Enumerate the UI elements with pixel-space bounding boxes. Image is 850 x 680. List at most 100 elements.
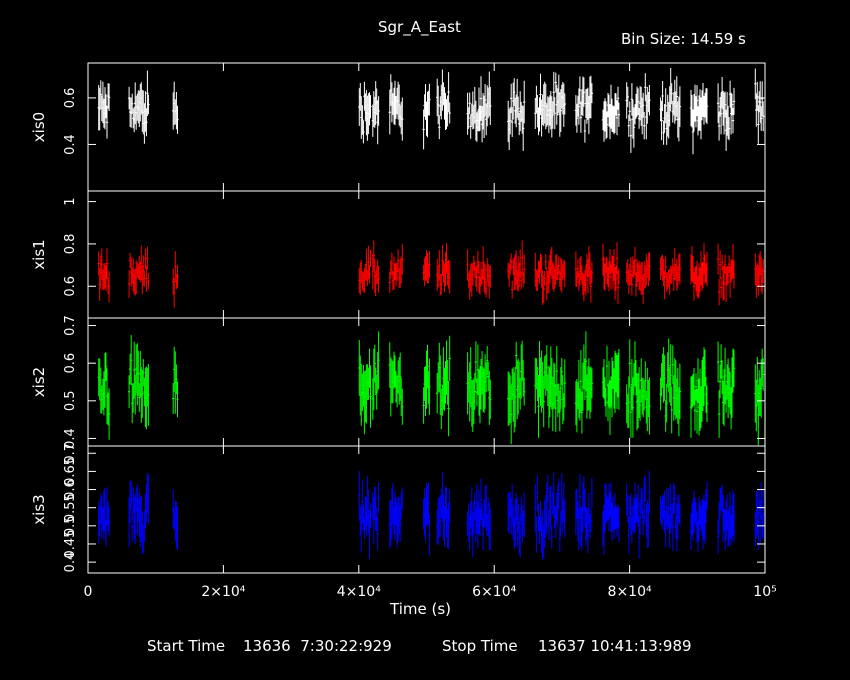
data-point-xis0 [662, 120, 665, 145]
data-point-xis2 [485, 362, 488, 393]
data-point-xis0 [575, 103, 579, 133]
data-point-xis1 [428, 251, 431, 278]
data-point-xis3 [130, 480, 133, 510]
data-point-xis2 [554, 384, 557, 433]
data-point-xis2 [762, 358, 765, 391]
data-point-xis0 [723, 91, 727, 118]
data-point-xis1 [584, 264, 588, 296]
data-point-xis2 [422, 387, 425, 424]
data-point-xis0 [377, 96, 380, 126]
data-point-xis2 [590, 368, 594, 399]
data-point-xis2 [130, 335, 133, 386]
data-point-xis0 [756, 81, 759, 111]
data-point-xis2 [141, 369, 144, 418]
data-point-xis3 [447, 502, 450, 549]
data-point-xis2 [563, 359, 566, 407]
data-point-xis3 [519, 513, 522, 558]
data-point-xis0 [643, 111, 646, 140]
data-point-xis2 [523, 377, 526, 406]
y-tick-label-xis0: 0.6 [63, 88, 78, 109]
series-xis1 [97, 240, 765, 308]
data-point-xis3 [368, 510, 371, 559]
data-point-xis3 [127, 497, 131, 548]
data-point-xis0 [147, 94, 150, 115]
data-point-xis3 [427, 482, 430, 525]
data-point-xis1 [544, 254, 547, 270]
data-point-xis0 [664, 88, 667, 124]
data-point-xis2 [558, 390, 561, 432]
data-point-xis3 [550, 525, 553, 549]
data-point-xis3 [559, 511, 562, 537]
data-point-xis3 [586, 509, 590, 553]
data-point-xis3 [468, 515, 471, 551]
data-point-xis1 [692, 272, 696, 301]
data-point-xis3 [667, 487, 670, 529]
data-point-xis2 [377, 331, 380, 390]
data-point-xis3 [147, 474, 150, 525]
data-point-xis2 [665, 383, 668, 423]
data-point-xis3 [644, 475, 647, 501]
stop-time-label: Stop Time [442, 637, 518, 655]
data-point-xis0 [642, 92, 645, 118]
data-point-xis1 [629, 257, 633, 286]
data-point-xis0 [577, 88, 581, 125]
data-point-xis0 [648, 85, 651, 116]
y-tick-label-xis3: 0.5 [63, 515, 78, 536]
data-point-xis1 [617, 268, 621, 285]
data-point-xis1 [520, 271, 523, 290]
data-point-xis2 [579, 350, 583, 413]
data-point-xis0 [361, 105, 364, 135]
data-point-xis3 [552, 472, 555, 518]
data-point-xis2 [515, 341, 518, 370]
data-point-xis0 [717, 111, 721, 141]
data-point-xis0 [509, 107, 512, 135]
data-point-xis2 [510, 385, 513, 445]
data-point-xis0 [695, 85, 699, 117]
y-tick-label-xis0: 0.4 [63, 134, 78, 155]
data-point-xis0 [678, 86, 682, 127]
data-point-xis1 [367, 245, 370, 280]
data-point-xis1 [144, 248, 147, 270]
data-point-xis0 [552, 71, 555, 113]
data-point-xis3 [636, 484, 640, 527]
data-point-xis1 [107, 271, 111, 303]
y-tick-label-xis2: 0.6 [63, 353, 78, 374]
data-point-xis1 [538, 261, 541, 284]
data-point-xis1 [614, 265, 618, 291]
data-point-xis1 [576, 259, 580, 278]
data-point-xis2 [560, 358, 563, 386]
data-point-xis0 [754, 68, 757, 100]
data-point-xis0 [661, 81, 664, 111]
data-point-xis2 [584, 331, 588, 392]
data-point-xis3 [443, 505, 446, 547]
data-point-xis3 [626, 494, 629, 523]
x-tick-label: 2×10⁴ [201, 584, 245, 600]
data-point-xis2 [669, 344, 672, 406]
data-point-xis0 [716, 83, 720, 124]
data-point-xis2 [627, 376, 630, 429]
data-point-xis0 [627, 114, 630, 137]
data-point-xis0 [705, 88, 709, 124]
data-point-xis2 [605, 345, 609, 387]
data-point-xis1 [590, 262, 594, 284]
data-point-xis2 [147, 364, 150, 426]
data-point-xis1 [374, 271, 377, 297]
data-point-xis3 [376, 516, 379, 551]
data-point-xis0 [732, 87, 736, 115]
x-tick-label: 0 [84, 584, 93, 600]
data-point-xis1 [633, 246, 637, 276]
data-point-xis3 [716, 519, 720, 554]
data-point-xis0 [511, 107, 514, 137]
x-axis-label: Time (s) [390, 600, 451, 618]
data-point-xis0 [388, 90, 391, 135]
data-point-xis3 [589, 509, 593, 533]
data-point-xis2 [648, 377, 651, 435]
data-point-xis2 [693, 389, 697, 431]
data-point-xis0 [605, 111, 609, 138]
data-point-xis1 [372, 240, 375, 271]
data-point-xis1 [671, 258, 674, 275]
data-point-xis1 [485, 280, 488, 298]
data-point-xis1 [369, 249, 372, 267]
data-point-xis1 [563, 260, 566, 288]
